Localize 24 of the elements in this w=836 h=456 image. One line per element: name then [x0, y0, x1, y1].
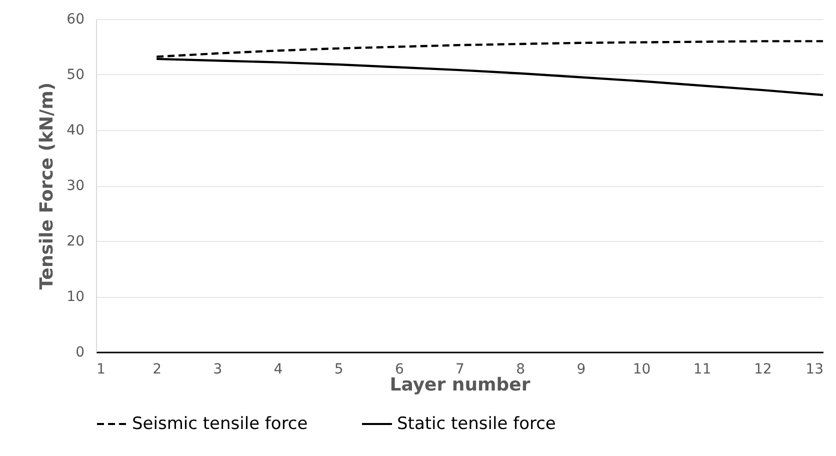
y-tick-label: 0	[76, 344, 84, 360]
y-tick-label: 20	[66, 234, 84, 250]
x-tick-label: 2	[152, 362, 162, 378]
x-tick-label: 13	[806, 362, 824, 378]
x-tick-label: 6	[394, 362, 404, 378]
legend-label: Static tensile force	[397, 414, 556, 434]
x-tick-label: 9	[576, 362, 586, 378]
x-tick-label: 4	[274, 362, 283, 378]
x-tick-label: 1	[96, 362, 106, 378]
y-tick-label: 50	[66, 67, 84, 83]
legend-label: Seismic tensile force	[132, 414, 308, 434]
x-axis-title: Layer number	[390, 374, 530, 396]
y-tick-label: 60	[66, 12, 84, 28]
x-tick-label: 8	[516, 362, 526, 378]
x-tick-label: 12	[754, 362, 772, 378]
y-tick-label: 30	[66, 178, 84, 194]
y-tick-label: 40	[66, 122, 84, 138]
x-tick-label: 10	[632, 362, 651, 378]
x-tick-label: 7	[456, 362, 464, 378]
y-axis-title: Tensile Force (kN/m)	[36, 82, 58, 290]
x-tick-label: 5	[334, 362, 344, 378]
x-tick-label: 11	[693, 362, 712, 378]
x-tick-label: 3	[213, 362, 222, 378]
y-tick-label: 10	[66, 289, 84, 305]
